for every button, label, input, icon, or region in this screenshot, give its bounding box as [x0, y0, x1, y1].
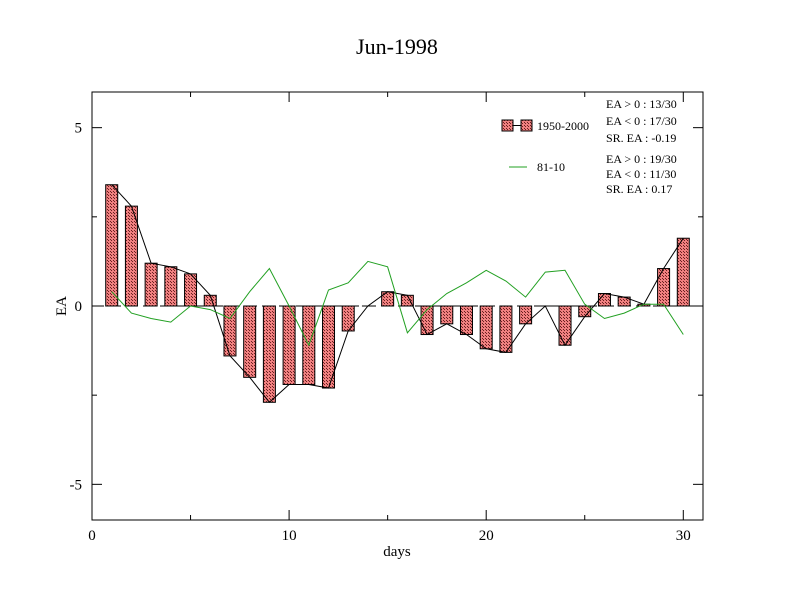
bar-day-26 [597, 293, 611, 307]
line-series [111, 184, 684, 404]
x-tick-label: 0 [88, 528, 96, 544]
bar-day-22 [519, 305, 533, 325]
legend-label-1950-2000: 1950-2000 [537, 119, 589, 133]
bar-day-10 [282, 305, 296, 385]
line-series-81-10 [111, 260, 684, 347]
bar-day-20 [479, 305, 493, 350]
x-axis: 0 10 20 30 [88, 92, 691, 544]
bar-day-8 [243, 305, 257, 378]
bar-day-29 [657, 268, 671, 307]
legend-stat-2-line-1: EA > 0 : 19/30 [606, 152, 677, 166]
x-tick-label: 20 [479, 528, 494, 544]
chart-title: Jun-1998 [356, 34, 438, 59]
bar-day-2 [124, 205, 138, 307]
y-tick-label: 0 [75, 299, 83, 315]
legend-stat-1-line-2: EA < 0 : 17/30 [606, 114, 677, 128]
bar-day-21 [499, 305, 513, 353]
bar-day-6 [203, 294, 217, 307]
bar-day-30 [676, 237, 690, 307]
bar-day-3 [144, 262, 158, 307]
x-tick-label: 10 [282, 528, 297, 544]
x-axis-title: days [383, 544, 411, 560]
bar-day-19 [459, 305, 473, 336]
bar-day-13 [341, 305, 355, 332]
legend-label-81-10: 81-10 [537, 160, 565, 174]
legend-stat-2-line-2: EA < 0 : 11/30 [606, 167, 676, 181]
y-axis: -5 0 5 [70, 121, 703, 493]
legend-swatch-bar-right [520, 119, 533, 132]
legend-stat-1-line-3: SR. EA : -0.19 [606, 131, 676, 145]
legend-swatch-bar-left [501, 119, 514, 132]
legend-stat-2-line-3: SR. EA : 0.17 [606, 182, 672, 196]
plot-area [91, 91, 704, 521]
y-axis-title: EA [54, 296, 70, 316]
bar-day-9 [262, 305, 276, 403]
y-tick-label: -5 [70, 477, 83, 493]
x-tick-label: 30 [676, 528, 691, 544]
bar-day-15 [381, 291, 395, 307]
y-tick-label: 5 [75, 121, 83, 137]
bar-day-4 [164, 266, 178, 307]
legend-stat-1-line-1: EA > 0 : 13/30 [606, 97, 677, 111]
legend: 1950-2000 EA > 0 : 13/30 EA < 0 : 17/30 … [501, 97, 677, 196]
bar-series-1950-2000 [105, 184, 690, 403]
bar-day-18 [440, 305, 454, 325]
line-series-1950-2000 [111, 184, 684, 404]
bar-day-1 [105, 184, 119, 307]
